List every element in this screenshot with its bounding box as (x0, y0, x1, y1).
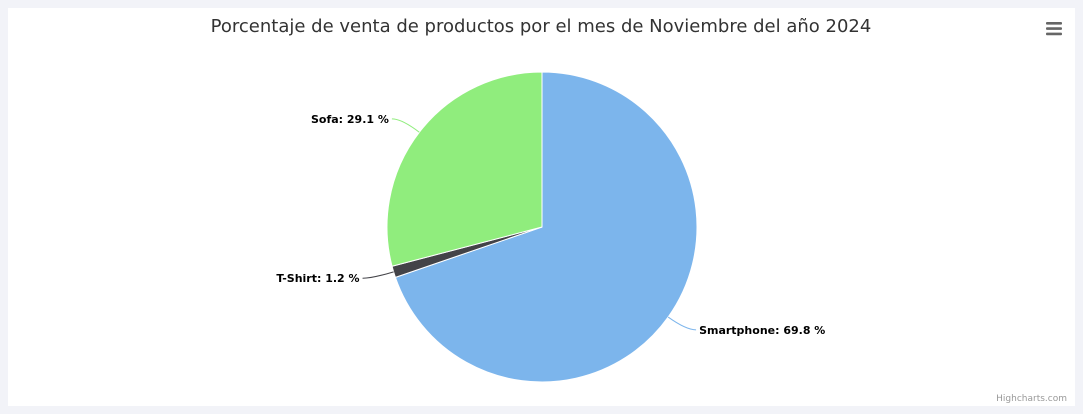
hamburger-menu-icon[interactable] (1042, 18, 1066, 40)
pie-slice-sofa[interactable] (386, 71, 543, 267)
pie-slice-smartphone[interactable] (394, 71, 698, 383)
label-connectors (362, 118, 697, 331)
data-label-sofa: Sofa: 29.1 % (311, 113, 389, 126)
connector-sofa (391, 118, 420, 133)
credits-link[interactable]: Highcharts.com (996, 394, 1067, 404)
connector-smartphone (667, 316, 697, 331)
chart-container: Porcentaje de venta de productos por el … (8, 8, 1075, 406)
data-label-smartphone: Smartphone: 69.8 % (699, 324, 825, 337)
connector-t-shirt (362, 271, 394, 279)
data-label-t-shirt: T-Shirt: 1.2 % (276, 272, 359, 285)
pie-slices (386, 71, 698, 383)
chart-title: Porcentaje de venta de productos por el … (211, 16, 872, 37)
data-labels: Smartphone: 69.8 % T-Shirt: 1.2 % Sofa: 29… (276, 113, 825, 337)
pie-chart: Porcentaje de venta de productos por el … (211, 16, 1067, 404)
